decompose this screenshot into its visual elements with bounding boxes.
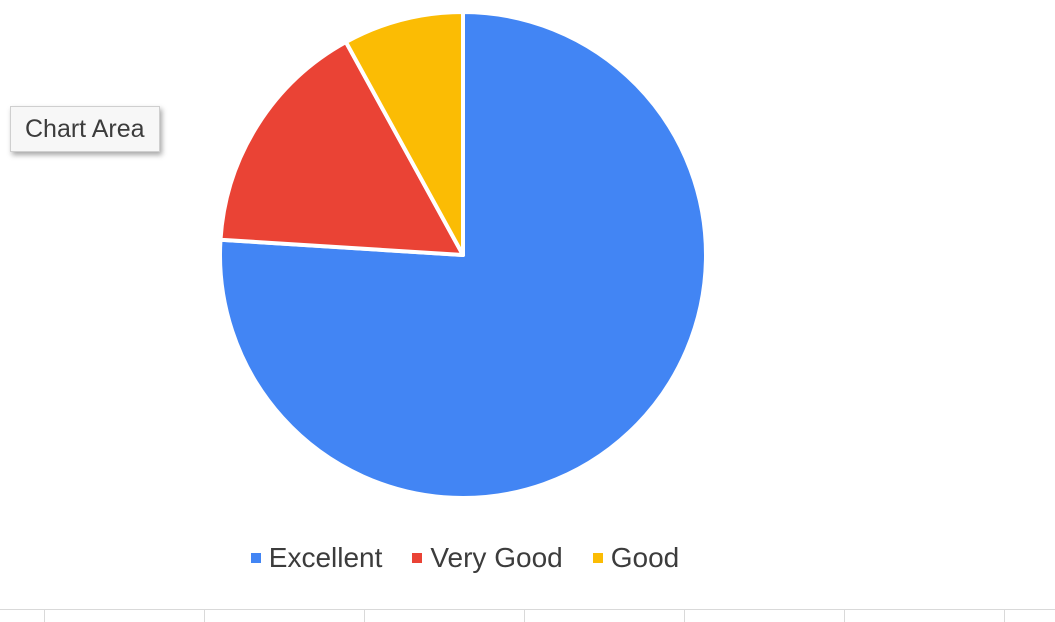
pie-slice-very-good[interactable] xyxy=(218,40,465,257)
sheet-column-divider xyxy=(684,610,685,622)
sheet-column-divider xyxy=(204,610,205,622)
legend-item-excellent[interactable]: Excellent xyxy=(250,542,383,574)
legend-swatch-very-good xyxy=(412,553,423,563)
chart-legend: Excellent Very Good Good xyxy=(0,542,930,574)
legend-label-excellent: Excellent xyxy=(268,542,383,573)
sheet-column-divider xyxy=(1004,610,1005,622)
legend-label-very-good: Very Good xyxy=(430,542,563,573)
legend-swatch-excellent xyxy=(250,553,261,563)
legend-swatch-good xyxy=(592,553,603,563)
sheet-grid-row xyxy=(0,609,1055,622)
pie-slice-excellent[interactable] xyxy=(218,10,708,500)
legend-item-good[interactable]: Good xyxy=(592,542,680,574)
sheet-column-divider xyxy=(364,610,365,622)
sheet-column-divider xyxy=(844,610,845,622)
legend-item-very-good[interactable]: Very Good xyxy=(412,542,563,574)
pie-slice-good[interactable] xyxy=(343,10,465,257)
sheet-column-divider xyxy=(44,610,45,622)
chart-area-tooltip: Chart Area xyxy=(10,106,160,152)
legend-label-good: Good xyxy=(610,542,680,573)
sheet-column-divider xyxy=(524,610,525,622)
tooltip-label: Chart Area xyxy=(25,115,145,143)
